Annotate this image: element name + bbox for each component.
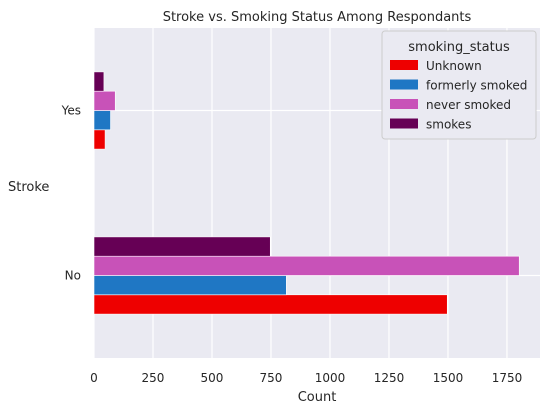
bar-unknown-no [93,294,448,315]
x-tick-label: 250 [142,371,165,385]
x-tick-label: 0 [90,371,98,385]
chart-title: Stroke vs. Smoking Status Among Responda… [163,10,472,25]
legend: smoking_status Unknown formerly smoked nev… [381,30,537,140]
x-axis-title: Count [298,390,337,405]
legend-swatch [390,60,418,70]
bar-smokes-no [93,236,271,257]
legend-label: Unknown [426,59,482,73]
y-axis-title: Stroke [8,180,49,195]
bar-formerly-smoked-yes [93,110,111,131]
legend-box [381,30,537,140]
x-tick-label: 1500 [433,371,464,385]
y-tick-label: Yes [61,104,81,118]
legend-swatch [390,79,418,90]
x-tick-label: 750 [260,371,283,385]
bar-unknown-yes [93,129,106,150]
bar-smokes-yes [93,71,105,92]
x-tick-labels: 0 250 500 750 1000 1250 1500 1750 [90,371,522,385]
legend-label: formerly smoked [426,79,527,93]
x-tick-label: 1250 [374,371,405,385]
y-tick-labels: Yes No [61,104,81,283]
y-tick-label: No [65,269,81,283]
bar-never-smoked-yes [93,90,116,111]
bar-formerly-smoked-no [93,275,287,296]
x-tick-label: 500 [201,371,224,385]
legend-swatch [390,99,418,109]
bars [93,71,520,315]
x-tick-label: 1000 [315,371,346,385]
x-tick-label: 1750 [492,371,523,385]
legend-label: smokes [426,118,471,132]
bar-never-smoked-no [93,255,520,276]
legend-label: never smoked [426,98,511,112]
legend-swatch [390,118,418,129]
legend-title: smoking_status [408,40,510,55]
legend-items: Unknown formerly smoked never smoked smokes [390,59,527,132]
